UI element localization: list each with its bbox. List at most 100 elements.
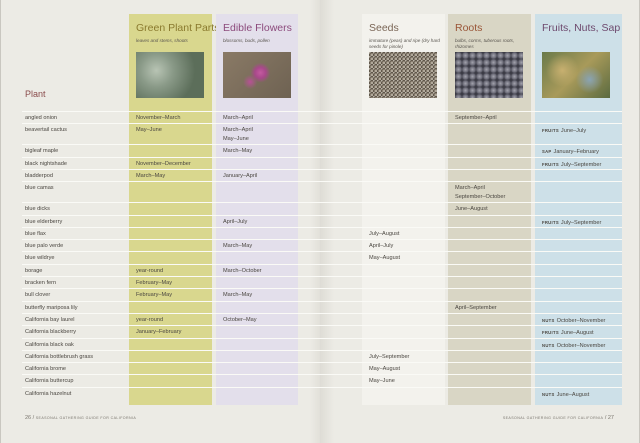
running-title-right: SEASONAL GATHERING GUIDE FOR CALIFORNIA — [502, 416, 604, 420]
plant-name: bigleaf maple — [25, 148, 59, 155]
roots-season: September–April — [455, 115, 497, 121]
page-number-right: 27 — [607, 415, 614, 421]
table-row: bracken fern February–May — [22, 276, 622, 288]
plant-name: California bottlebrush grass — [25, 353, 94, 360]
plant-name: blue wildrye — [25, 255, 55, 262]
fruits-season: FRUITS July–September — [542, 161, 602, 168]
flowers-season: March–April — [223, 115, 253, 121]
green-season: May–June — [136, 127, 162, 134]
green-season: February–May — [136, 280, 173, 286]
part-tag: FRUITS — [542, 128, 559, 134]
column-subtitle: immature (peas) and ripe (dry hard seeds… — [369, 38, 440, 49]
table-row: California black oak NUTS October–November — [22, 337, 622, 350]
seeds-photo — [369, 52, 437, 98]
column-title: Green Plant Parts — [136, 22, 220, 34]
plant-name: bladderpod — [25, 172, 53, 179]
column-subtitle: blossoms, buds, pollen — [223, 38, 270, 43]
fruits-season: NUTS June–August — [542, 391, 590, 398]
plant-name: California brome — [25, 366, 67, 373]
table-row: California brome May–August — [22, 362, 622, 374]
fruits-season: NUTS October–November — [542, 317, 606, 324]
table-row: bull clover February–May March–May — [22, 288, 622, 300]
column-roots: Roots bulbs, corms, tuberous roots, rhizo… — [448, 14, 531, 405]
table-row: butterfly mariposa lily April–September — [22, 300, 622, 313]
table-row: bigleaf maple March–May SAP January–Februar… — [22, 144, 622, 156]
fruit-leaves-photo — [542, 52, 610, 98]
roots-photo — [455, 52, 523, 98]
table-row: California hazelnut NUTS June–August — [22, 386, 622, 399]
column-title: Edible Flowers — [223, 22, 292, 34]
part-tag: NUTS — [542, 391, 555, 397]
part-tag: NUTS — [542, 317, 555, 323]
table-row: California bottlebrush grass July–Septemb… — [22, 349, 622, 362]
column-fruits: Fruits, Nuts, Sap — [535, 14, 622, 405]
green-season: November–December — [136, 160, 191, 167]
plant-name: angled onion — [25, 115, 58, 121]
column-subtitle: bulbs, corms, tuberous roots, rhizomes — [455, 38, 515, 49]
column-title: Roots — [455, 22, 483, 34]
part-tag: FRUITS — [542, 161, 559, 167]
column-seeds: Seeds immature (peas) and ripe (dry hard … — [362, 14, 445, 405]
footer-right: SEASONAL GATHERING GUIDE FOR CALIFORNIA … — [502, 415, 614, 421]
plant-column-header: Plant — [25, 89, 46, 99]
fruits-season: FRUITS June–July — [542, 128, 587, 135]
plant-name: California blackberry — [25, 329, 76, 336]
part-tag: FRUITS — [542, 219, 559, 225]
roots-season: June–August — [455, 206, 488, 213]
plant-name: blue flax — [25, 230, 46, 237]
seeds-season: May–August — [369, 366, 401, 373]
table-row: blue palo verde March–May April–July — [22, 239, 622, 251]
table-row: borage year-round March–October — [22, 263, 622, 276]
leaves-photo — [136, 52, 204, 98]
green-season: November–March — [136, 115, 181, 121]
plant-name: California black oak — [25, 341, 74, 348]
table-row: California buttercup May–June — [22, 374, 622, 386]
column-title: Fruits, Nuts, Sap — [542, 22, 621, 34]
column-title: Seeds — [369, 22, 399, 34]
table-row: bladderpod March–May January–April — [22, 168, 622, 181]
plant-name: California bay laurel — [25, 316, 75, 323]
plant-name: blue camas — [25, 185, 54, 192]
table-row: blue flax July–August — [22, 226, 622, 239]
table-row: blue dicks June–August — [22, 202, 622, 214]
plant-name: blue elderberry — [25, 218, 63, 225]
flowers-season: March–May — [223, 148, 253, 155]
table-row: blue camas March–April September–October — [22, 181, 622, 202]
flowers-season: April–July — [223, 218, 248, 225]
green-season: March–May — [136, 172, 166, 179]
page-number-left: 26 — [25, 415, 32, 421]
plant-name: bracken fern — [25, 280, 57, 286]
table-row: black nightshade November–December FRUITS J… — [22, 156, 622, 169]
seeds-season: April–July — [369, 243, 394, 250]
seeds-season: July–September — [369, 353, 410, 360]
flowers-season: October–May — [223, 316, 257, 323]
plant-name: California hazelnut — [25, 390, 72, 397]
roots-season: April–September — [455, 304, 497, 311]
roots-season: March–April September–October — [455, 185, 506, 201]
plant-name: black nightshade — [25, 160, 67, 167]
green-season: year-round — [136, 267, 164, 274]
table-row: California blackberry January–February FRU… — [22, 325, 622, 337]
seeds-season: May–June — [369, 378, 395, 385]
seeds-season: May–August — [369, 255, 401, 262]
fruits-season: FRUITS July–September — [542, 219, 602, 226]
table-row: blue wildrye May–August — [22, 251, 622, 263]
green-season: year-round — [136, 316, 164, 323]
fruits-season: NUTS October–November — [542, 342, 606, 349]
table-row: California bay laurel year-round October–M… — [22, 312, 622, 325]
plant-name: beavertail cactus — [25, 127, 67, 134]
column-flowers: Edible Flowers blossoms, buds, pollen — [216, 14, 298, 405]
part-tag: SAP — [542, 149, 552, 155]
table-row: blue elderberry April–July FRUITS July–Sept… — [22, 214, 622, 227]
table-row: beavertail cactus May–June March–April May–… — [22, 123, 622, 144]
fruits-season: FRUITS June–August — [542, 330, 594, 337]
green-season: February–May — [136, 292, 173, 299]
column-subtitle: leaves and stems, shoots — [136, 38, 188, 43]
footer-left: 26 / SEASONAL GATHERING GUIDE FOR CALIFO… — [25, 415, 137, 421]
plant-name: California buttercup — [25, 378, 74, 385]
flowers-season: March–May — [223, 292, 253, 299]
fruits-season: SAP January–February — [542, 149, 599, 156]
column-green: Green Plant Parts leaves and stems, shoot… — [129, 14, 219, 405]
plant-name: bull clover — [25, 292, 51, 299]
running-title-left: SEASONAL GATHERING GUIDE FOR CALIFORNIA — [35, 416, 137, 420]
